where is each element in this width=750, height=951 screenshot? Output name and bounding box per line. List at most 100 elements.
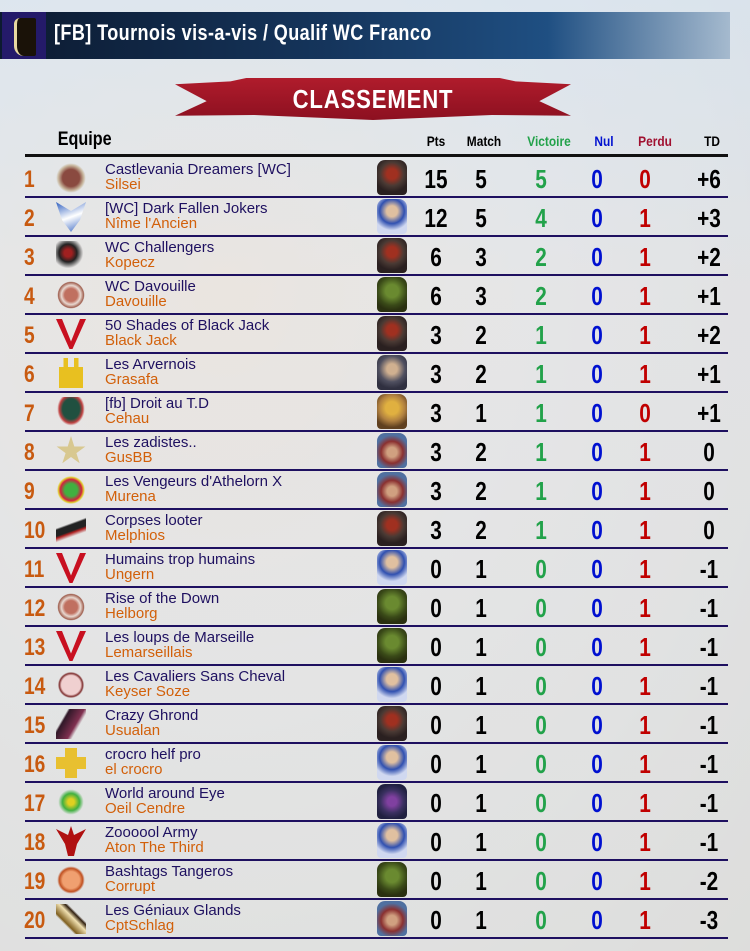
match-value: 1: [475, 671, 487, 701]
table-row[interactable]: 9 Les Vengeurs d'Athelorn X Murena 3 2 1 0 1…: [0, 471, 750, 510]
row-divider: [25, 820, 728, 822]
team-name[interactable]: Crazy Ghrond: [105, 707, 199, 724]
table-row[interactable]: 13 Les loups de Marseille Lemarseillais …: [0, 627, 750, 666]
team-name[interactable]: World around Eye: [105, 785, 225, 802]
win-value: 0: [535, 905, 547, 935]
rank: 19: [24, 868, 46, 895]
coach-name[interactable]: Davouille: [105, 293, 167, 310]
coach-name[interactable]: Aton The Third: [105, 839, 204, 856]
loss-value: 1: [639, 203, 651, 233]
table-row[interactable]: 6 Les Arvernois Grasafa 3 2 1 0 1 +1: [0, 354, 750, 393]
table-row[interactable]: 14 Les Cavaliers Sans Cheval Keyser Soze…: [0, 666, 750, 705]
human-race-icon: [377, 823, 407, 858]
coach-name[interactable]: Silsei: [105, 176, 141, 193]
table-row[interactable]: 18 Zoooool Army Aton The Third 0 1 0 0 1 -1: [0, 822, 750, 861]
td-value: +1: [697, 398, 721, 428]
team-name[interactable]: WC Davouille: [105, 278, 196, 295]
league-logo: [2, 12, 46, 59]
lizardman-race-icon: [377, 589, 407, 624]
coach-name[interactable]: Black Jack: [105, 332, 177, 349]
rank: 9: [24, 478, 35, 505]
team-name[interactable]: Les Arvernois: [105, 356, 196, 373]
human-race-icon: [377, 745, 407, 780]
team-name[interactable]: crocro helf pro: [105, 746, 201, 763]
table-row[interactable]: 5 50 Shades of Black Jack Black Jack 3 2 1…: [0, 315, 750, 354]
team-name[interactable]: Humains trop humains: [105, 551, 256, 568]
coach-name[interactable]: Melphios: [105, 527, 166, 544]
team-name[interactable]: Corpses looter: [105, 512, 203, 529]
table-row[interactable]: 1 Castlevania Dreamers [WC] Silsei 15 5 5 0…: [0, 159, 750, 198]
table-row[interactable]: 11 Humains trop humains Ungern 0 1 0 0 1 -1: [0, 549, 750, 588]
rank: 4: [24, 283, 35, 310]
table-row[interactable]: 17 World around Eye Oeil Cendre 0 1 0 0 1 -1: [0, 783, 750, 822]
fish-skeleton-emblem-icon: [56, 514, 86, 544]
team-name[interactable]: Bashtags Tangeros: [105, 863, 234, 880]
rank: 16: [24, 751, 46, 778]
coach-name[interactable]: Nîme l'Ancien: [105, 215, 198, 232]
table-row[interactable]: 20 Les Géniaux Glands CptSchlag 0 1 0 0 1 -3: [0, 900, 750, 939]
round-seal-emblem-icon: [56, 280, 86, 310]
golden-cross-emblem-icon: [56, 748, 86, 778]
coach-name[interactable]: Ungern: [105, 566, 155, 583]
table-row[interactable]: 2 [WC] Dark Fallen Jokers Nîme l'Ancien …: [0, 198, 750, 237]
loss-value: 1: [639, 749, 651, 779]
coach-name[interactable]: CptSchlag: [105, 917, 175, 934]
coach-name[interactable]: Murena: [105, 488, 156, 505]
team-name[interactable]: Les Cavaliers Sans Cheval: [105, 668, 286, 685]
rank: 20: [24, 907, 46, 934]
match-value: 1: [475, 749, 487, 779]
table-row[interactable]: 7 [fb] Droit au T.D Cehau 3 1 1 0 0 +1: [0, 393, 750, 432]
team-name[interactable]: 50 Shades of Black Jack: [105, 317, 270, 334]
loss-value: 1: [639, 242, 651, 272]
red-v-emblem-icon: [56, 319, 86, 349]
win-value: 1: [535, 476, 547, 506]
table-row[interactable]: 12 Rise of the Down Helborg 0 1 0 0 1 -1: [0, 588, 750, 627]
draw-value: 0: [591, 866, 603, 896]
table-row[interactable]: 19 Bashtags Tangeros Corrupt 0 1 0 0 1 -2: [0, 861, 750, 900]
match-value: 3: [475, 281, 487, 311]
coach-name[interactable]: GusBB: [105, 449, 153, 466]
draw-value: 0: [591, 515, 603, 545]
team-name[interactable]: WC Challengers: [105, 239, 215, 256]
coach-name[interactable]: Usualan: [105, 722, 161, 739]
td-value: -1: [699, 632, 719, 662]
match-value: 1: [475, 827, 487, 857]
coach-name[interactable]: Keyser Soze: [105, 683, 191, 700]
team-name[interactable]: Les Vengeurs d'Athelorn X: [105, 473, 283, 490]
table-row[interactable]: 8 Les zadistes.. GusBB 3 2 1 0 1 0: [0, 432, 750, 471]
pts-value: 3: [430, 320, 442, 350]
team-name[interactable]: [fb] Droit au T.D: [105, 395, 209, 412]
norse-race-icon: [377, 433, 407, 468]
team-name[interactable]: Les zadistes..: [105, 434, 197, 451]
coach-name[interactable]: Kopecz: [105, 254, 156, 271]
team-name[interactable]: Castlevania Dreamers [WC]: [105, 161, 291, 178]
team-name[interactable]: Les Géniaux Glands: [105, 902, 241, 919]
win-value: 0: [535, 632, 547, 662]
coach-name[interactable]: Grasafa: [105, 371, 159, 388]
team-name[interactable]: Rise of the Down: [105, 590, 220, 607]
red-v-emblem-icon: [56, 553, 86, 583]
td-value: -1: [699, 710, 719, 740]
team-name[interactable]: Les loups de Marseille: [105, 629, 255, 646]
td-value: -1: [699, 749, 719, 779]
table-row[interactable]: 4 WC Davouille Davouille 6 3 2 0 1 +1: [0, 276, 750, 315]
coach-name[interactable]: Helborg: [105, 605, 158, 622]
team-name[interactable]: Zoooool Army: [105, 824, 198, 841]
header-draw: Nul: [594, 133, 614, 149]
league-logo-icon: [14, 18, 36, 56]
title-bar: [0, 12, 730, 59]
draw-value: 0: [591, 281, 603, 311]
match-value: 5: [475, 164, 487, 194]
coach-name[interactable]: Oeil Cendre: [105, 800, 186, 817]
rank: 6: [24, 361, 35, 388]
coach-name[interactable]: el crocro: [105, 761, 163, 778]
table-row[interactable]: 15 Crazy Ghrond Usualan 0 1 0 0 1 -1: [0, 705, 750, 744]
coach-name[interactable]: Lemarseillais: [105, 644, 193, 661]
coach-name[interactable]: Corrupt: [105, 878, 156, 895]
team-name[interactable]: [WC] Dark Fallen Jokers: [105, 200, 268, 217]
coach-name[interactable]: Cehau: [105, 410, 150, 427]
table-row[interactable]: 3 WC Challengers Kopecz 6 3 2 0 1 +2: [0, 237, 750, 276]
table-row[interactable]: 16 crocro helf pro el crocro 0 1 0 0 1 -1: [0, 744, 750, 783]
match-value: 2: [475, 515, 487, 545]
